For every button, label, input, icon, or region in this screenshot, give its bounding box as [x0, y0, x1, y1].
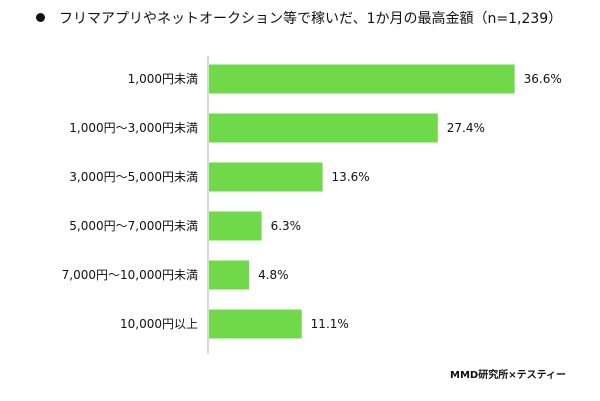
bar: [209, 211, 262, 241]
source-credit: MMD研究所×テスティー: [450, 370, 566, 381]
bar: [209, 113, 438, 143]
bar: [209, 260, 250, 290]
category-label: 1,000円未満: [128, 72, 198, 86]
bar: [209, 162, 323, 192]
value-label: 13.6%: [332, 170, 370, 184]
bar: [209, 64, 515, 94]
category-label: 10,000円以上: [120, 317, 198, 331]
title-bullet-icon: [36, 13, 45, 22]
category-label: 3,000円～5,000円未満: [69, 170, 198, 184]
value-label: 11.1%: [311, 317, 349, 331]
category-label: 7,000円～10,000円未満: [62, 268, 198, 282]
chart-title-text: フリマアプリやネットオークション等で稼いだ、1か月の最高金額（n=1,239）: [59, 11, 563, 27]
chart-title: フリマアプリやネットオークション等で稼いだ、1か月の最高金額（n=1,239）: [36, 10, 592, 28]
category-label: 1,000円～3,000円未満: [69, 121, 198, 135]
value-label: 27.4%: [447, 121, 485, 135]
bars-layer: 1,000円未満 36.6% 1,000円～3,000円未満 27.4% 3,000円～…: [62, 64, 562, 339]
category-label: 5,000円～7,000円未満: [69, 219, 198, 233]
bar: [209, 309, 302, 339]
value-label: 6.3%: [271, 219, 302, 233]
value-label: 36.6%: [524, 72, 562, 86]
value-label: 4.8%: [258, 268, 289, 282]
